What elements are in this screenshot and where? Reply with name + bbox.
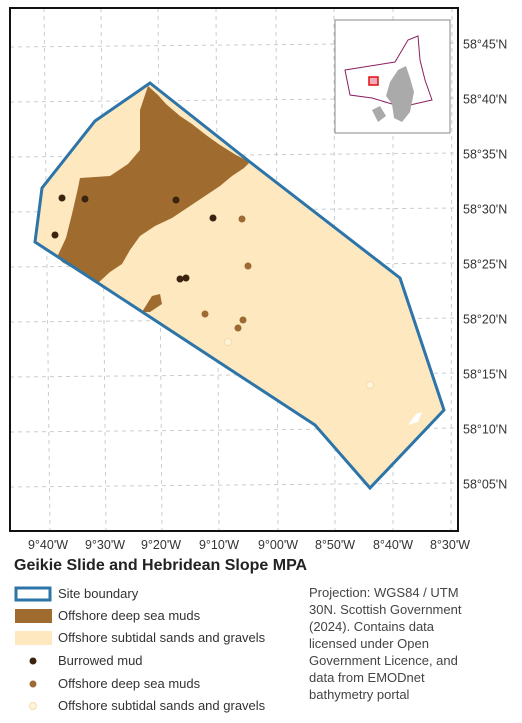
burrowed-mud-points: [51, 194, 217, 283]
map: 58°45'N 58°40'N 58°35'N 58°30'N 58°25'N …: [9, 7, 507, 552]
legend-swatch: [29, 657, 37, 665]
island: [408, 412, 422, 425]
lat-label: 58°40'N: [463, 92, 507, 106]
site-boundary: [33, 81, 446, 491]
legend-swatch: [15, 609, 52, 623]
legend-label: Site boundary: [58, 586, 139, 601]
latitude-labels: 58°45'N 58°40'N 58°35'N 58°30'N 58°25'N …: [463, 37, 507, 491]
legend-title: Geikie Slide and Hebridean Slope MPA: [14, 557, 308, 574]
legend-swatch: [15, 631, 52, 645]
lat-label: 58°30'N: [463, 202, 507, 216]
lon-label: 9°20'W: [141, 538, 181, 552]
legend-label: Burrowed mud: [58, 653, 143, 668]
lon-label: 9°30'W: [85, 538, 125, 552]
legend-swatch: [29, 680, 37, 688]
lon-label: 8°30'W: [430, 538, 470, 552]
lat-label: 58°15'N: [463, 367, 507, 381]
deep-sea-mud-points: [201, 215, 252, 332]
lon-label: 8°40'W: [373, 538, 413, 552]
legend-swatch: [29, 702, 37, 710]
lat-label: 58°10'N: [463, 422, 507, 436]
credits: Projection: WGS84 / UTM 30N. Scottish Go…: [309, 585, 462, 702]
legend-label: Offshore deep sea muds: [58, 676, 201, 691]
inset-map: [334, 19, 451, 134]
legend-swatch: [14, 586, 52, 602]
mud-patch: [142, 294, 162, 312]
legend-label: Offshore subtidal sands and gravels: [58, 630, 266, 645]
lat-label: 58°25'N: [463, 257, 507, 271]
lon-label: 9°10'W: [199, 538, 239, 552]
sands-habitat: [35, 83, 444, 488]
lon-label: 9°00'W: [258, 538, 298, 552]
lat-label: 58°45'N: [463, 37, 507, 51]
map-frame: [9, 7, 459, 532]
longitude-labels: 9°40'W 9°30'W 9°20'W 9°10'W 9°00'W 8°50'…: [28, 538, 470, 552]
sands-points: [224, 338, 374, 389]
mud-habitat: [58, 86, 250, 283]
lat-label: 58°35'N: [463, 147, 507, 161]
lat-label: 58°20'N: [463, 312, 507, 326]
lon-label: 9°40'W: [28, 538, 68, 552]
legend-label: Offshore subtidal sands and gravels: [58, 698, 266, 713]
lon-label: 8°50'W: [315, 538, 355, 552]
lat-label: 58°05'N: [463, 477, 507, 491]
legend-label: Offshore deep sea muds: [58, 608, 201, 623]
